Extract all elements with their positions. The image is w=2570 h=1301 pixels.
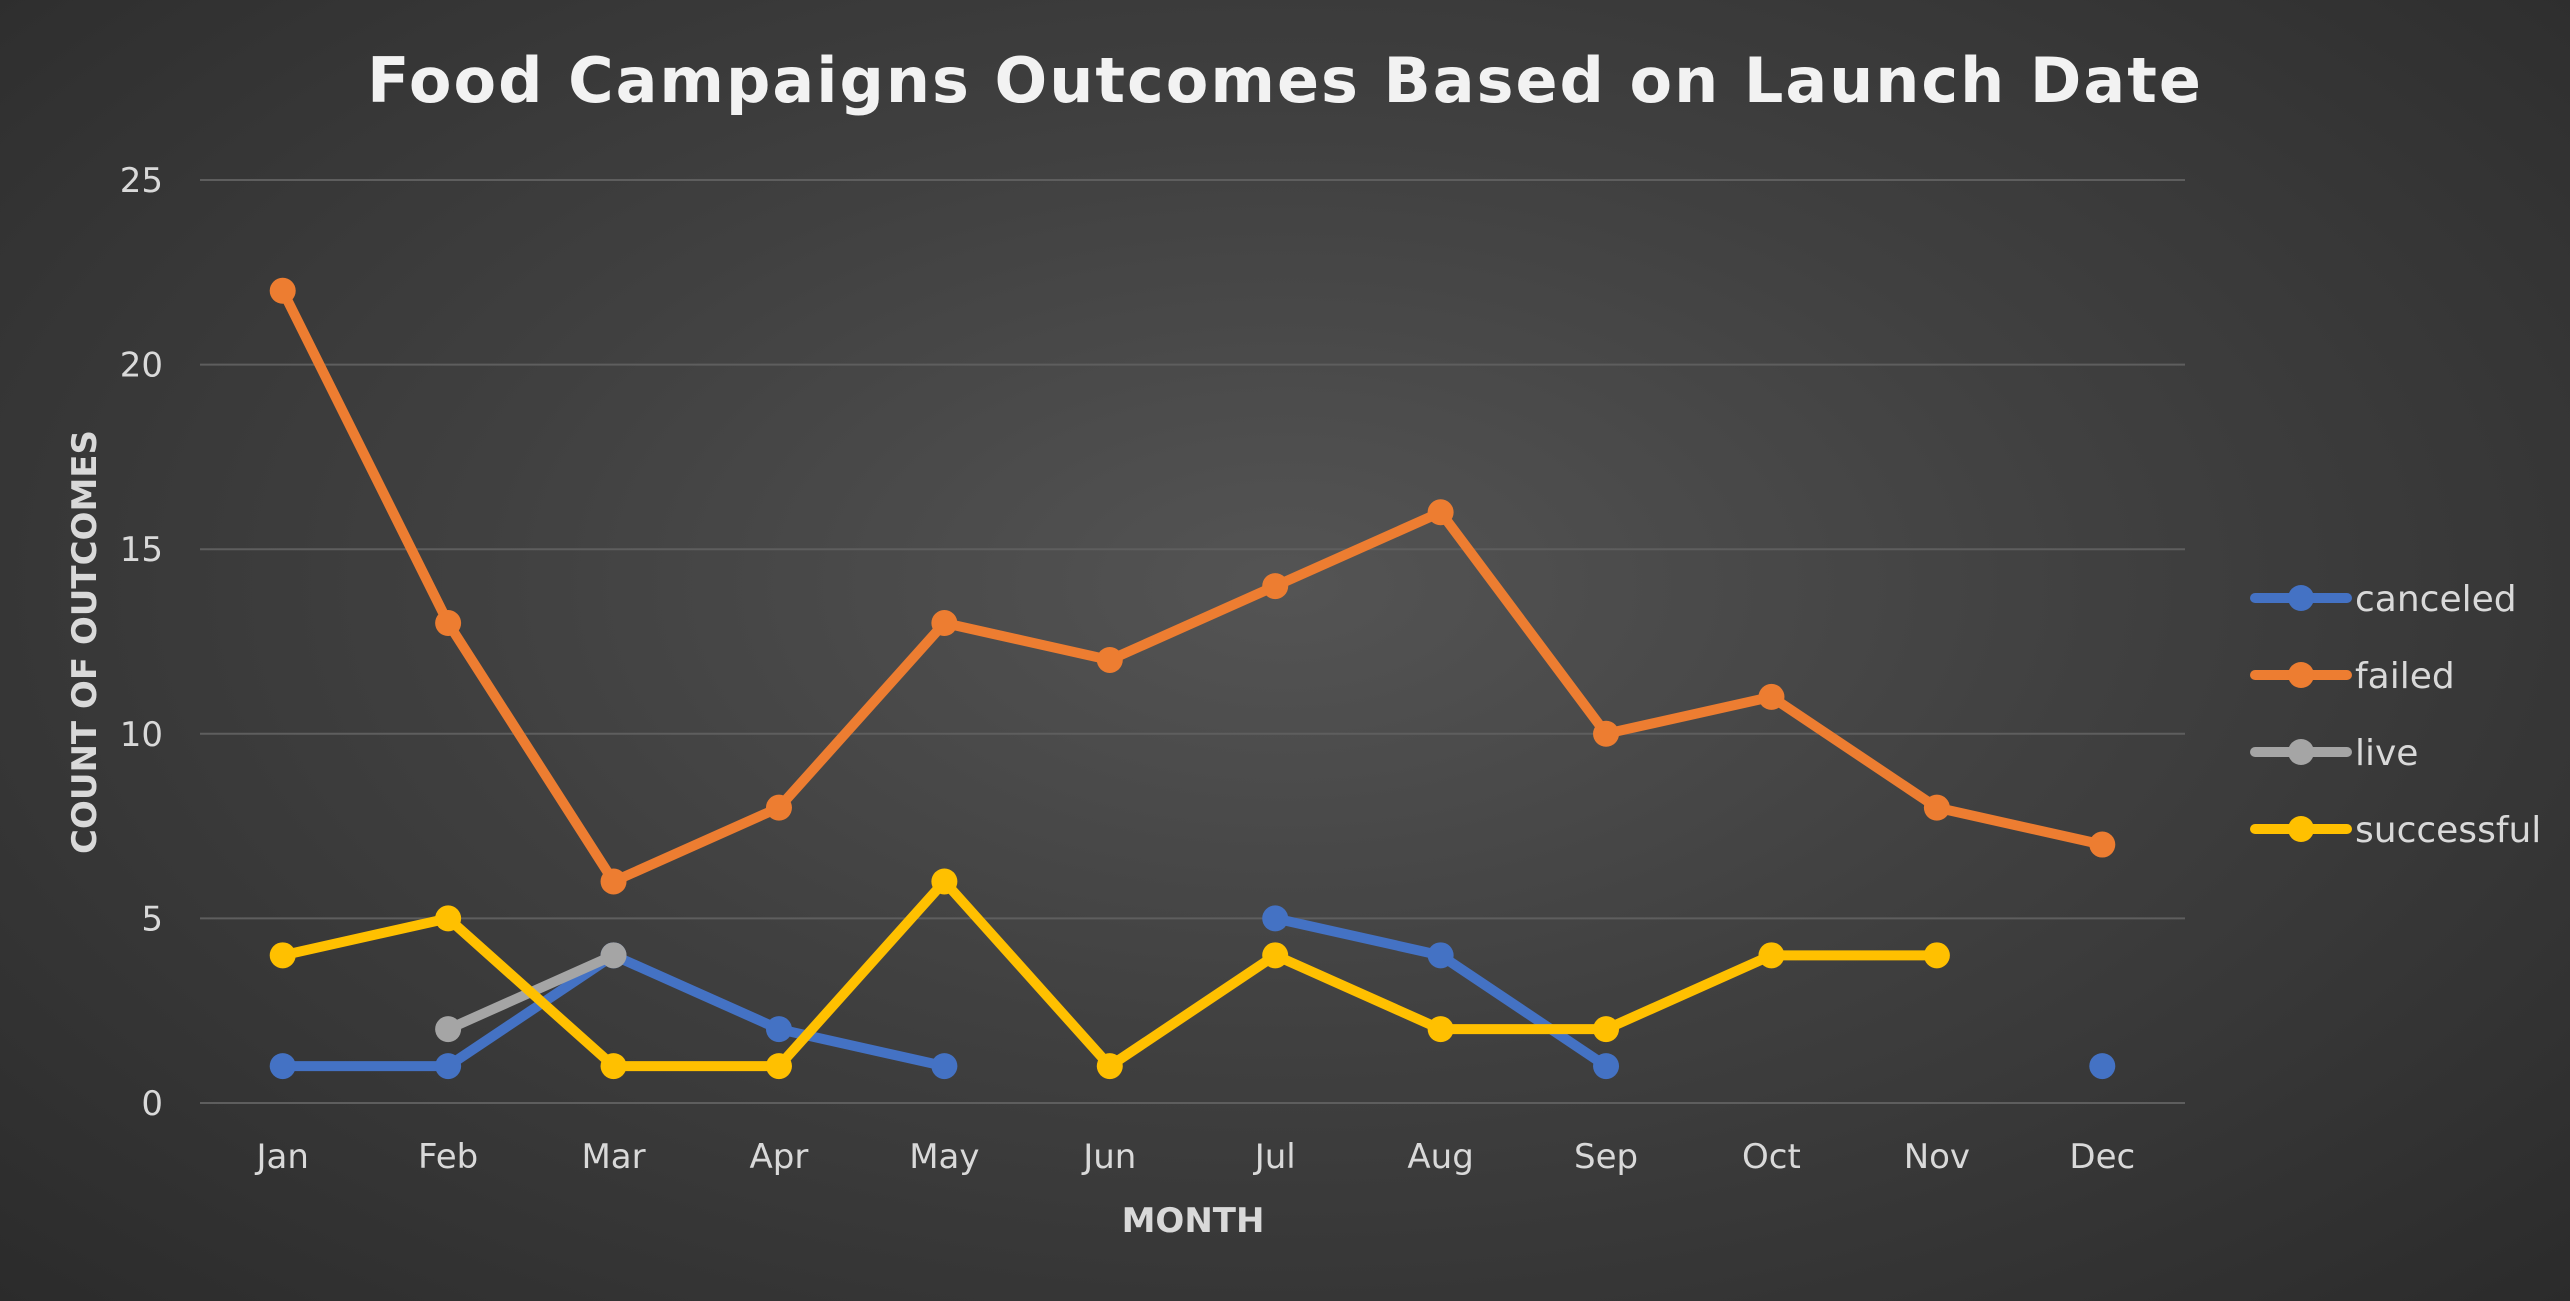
data-point-failed (765, 794, 792, 821)
series-line-canceled (277, 950, 950, 1072)
data-point-failed (2089, 831, 2116, 858)
series-line-successful (277, 876, 1942, 1072)
legend-item-live: live (2250, 733, 2418, 774)
data-point-successful (1427, 1016, 1454, 1043)
data-point-canceled (765, 1016, 792, 1043)
data-point-canceled (1262, 905, 1289, 932)
x-tick-label: Nov (1904, 1137, 1970, 1177)
x-axis-tick-labels: Jan Feb Mar Apr May Jun Jul Aug Sep Oct Nov Dec (254, 1137, 2135, 1177)
x-tick-label: Jul (1253, 1137, 1296, 1177)
data-point-failed (1758, 683, 1785, 710)
y-tick-label: 0 (141, 1084, 163, 1124)
x-tick-label: Jun (1081, 1137, 1136, 1177)
data-series (269, 277, 2116, 1080)
legend-label: live (2355, 733, 2418, 774)
gridlines (200, 179, 2185, 1104)
data-point-failed (600, 868, 627, 895)
data-point-successful (1262, 942, 1289, 969)
y-tick-label: 20 (120, 346, 163, 386)
series-successful (269, 868, 1950, 1080)
legend-label: failed (2355, 656, 2455, 697)
data-point-live (435, 1016, 462, 1043)
data-point-failed (931, 610, 958, 637)
x-tick-label: Apr (750, 1137, 809, 1177)
data-point-successful (1758, 942, 1785, 969)
x-tick-label: Dec (2069, 1137, 2135, 1177)
legend-item-successful: successful (2250, 810, 2541, 851)
y-tick-label: 15 (120, 530, 163, 570)
data-point-successful (1096, 1053, 1123, 1080)
x-tick-label: Feb (418, 1137, 478, 1177)
legend-label: successful (2355, 810, 2541, 851)
y-tick-label: 25 (120, 161, 163, 201)
data-point-canceled (2089, 1053, 2116, 1080)
y-tick-label: 5 (141, 899, 163, 939)
data-point-failed (1593, 720, 1620, 747)
data-point-live (600, 942, 627, 969)
data-point-canceled (931, 1053, 958, 1080)
y-tick-label: 10 (120, 715, 163, 755)
data-point-successful (1593, 1016, 1620, 1043)
data-point-successful (1923, 942, 1950, 969)
data-point-failed (1923, 794, 1950, 821)
data-point-canceled (1593, 1053, 1620, 1080)
data-point-canceled (1427, 942, 1454, 969)
data-point-successful (765, 1053, 792, 1080)
y-axis-title: COUNT OF OUTCOMES (65, 430, 105, 854)
legend-swatch-marker (2288, 585, 2314, 611)
data-point-failed (269, 277, 296, 304)
legend: canceled failed live successful (2250, 579, 2541, 851)
series-line-canceled (1270, 913, 1612, 1072)
y-axis-tick-labels: 0 5 10 15 20 25 (120, 161, 163, 1124)
data-point-failed (1262, 573, 1289, 600)
x-tick-label: Sep (1574, 1137, 1638, 1177)
chart-title: Food Campaigns Outcomes Based on Launch … (367, 44, 2203, 117)
series-line-failed (277, 285, 2108, 887)
data-point-canceled (269, 1053, 296, 1080)
legend-swatch-marker (2288, 816, 2314, 842)
x-tick-label: Oct (1742, 1137, 1801, 1177)
x-tick-label: May (909, 1137, 979, 1177)
legend-item-failed: failed (2250, 656, 2455, 697)
data-point-successful (269, 942, 296, 969)
data-point-successful (435, 905, 462, 932)
x-tick-label: Jan (254, 1137, 308, 1177)
x-tick-label: Mar (581, 1137, 645, 1177)
x-tick-label: Aug (1407, 1137, 1473, 1177)
data-point-failed (1427, 499, 1454, 526)
data-point-successful (931, 868, 958, 895)
legend-label: canceled (2355, 579, 2517, 620)
data-point-successful (600, 1053, 627, 1080)
data-point-canceled (435, 1053, 462, 1080)
data-point-failed (1096, 646, 1123, 673)
data-point-failed (435, 610, 462, 637)
legend-swatch-marker (2288, 662, 2314, 688)
series-canceled (269, 905, 2116, 1080)
x-axis-title: MONTH (1122, 1201, 1265, 1241)
legend-swatch-marker (2288, 739, 2314, 765)
legend-item-canceled: canceled (2250, 579, 2517, 620)
series-failed (269, 277, 2116, 895)
